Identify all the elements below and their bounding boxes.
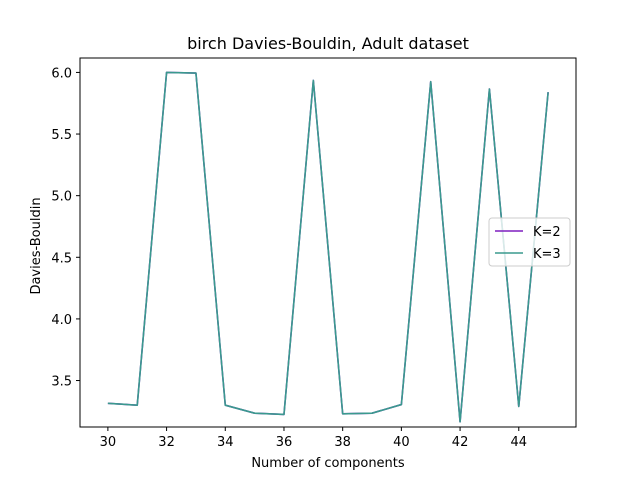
y-axis-title: Davies-Bouldin <box>29 197 44 294</box>
x-tick-label: 40 <box>393 435 410 450</box>
y-tick-label: 4.5 <box>51 251 72 266</box>
x-tick-label: 38 <box>334 435 351 450</box>
x-tick-label: 32 <box>158 435 175 450</box>
x-tick-label: 34 <box>217 435 234 450</box>
series-line-k3 <box>107 71 549 423</box>
x-tick-label: 30 <box>100 435 117 450</box>
y-tick-label: 5.0 <box>51 190 72 205</box>
legend-label: K=2 <box>533 225 561 240</box>
x-tick-label: 36 <box>276 435 293 450</box>
x-tick-label: 42 <box>452 435 469 450</box>
y-tick-label: 6.0 <box>51 66 72 81</box>
y-tick-label: 5.5 <box>51 128 72 143</box>
plot-area: 30 32 34 36 38 40 42 44 3.5 4.0 4.5 5.0 5.5 6.0 K=2 K=3 <box>51 57 577 450</box>
x-axis-title: Number of components <box>251 456 405 471</box>
y-tick-label: 3.5 <box>51 375 72 390</box>
legend-label: K=3 <box>533 247 561 262</box>
plot-frame <box>79 57 577 428</box>
chart-title: birch Davies-Bouldin, Adult dataset <box>187 34 469 53</box>
x-tick-label: 44 <box>510 435 527 450</box>
legend-box <box>488 217 571 267</box>
y-tick-label: 4.0 <box>51 313 72 328</box>
